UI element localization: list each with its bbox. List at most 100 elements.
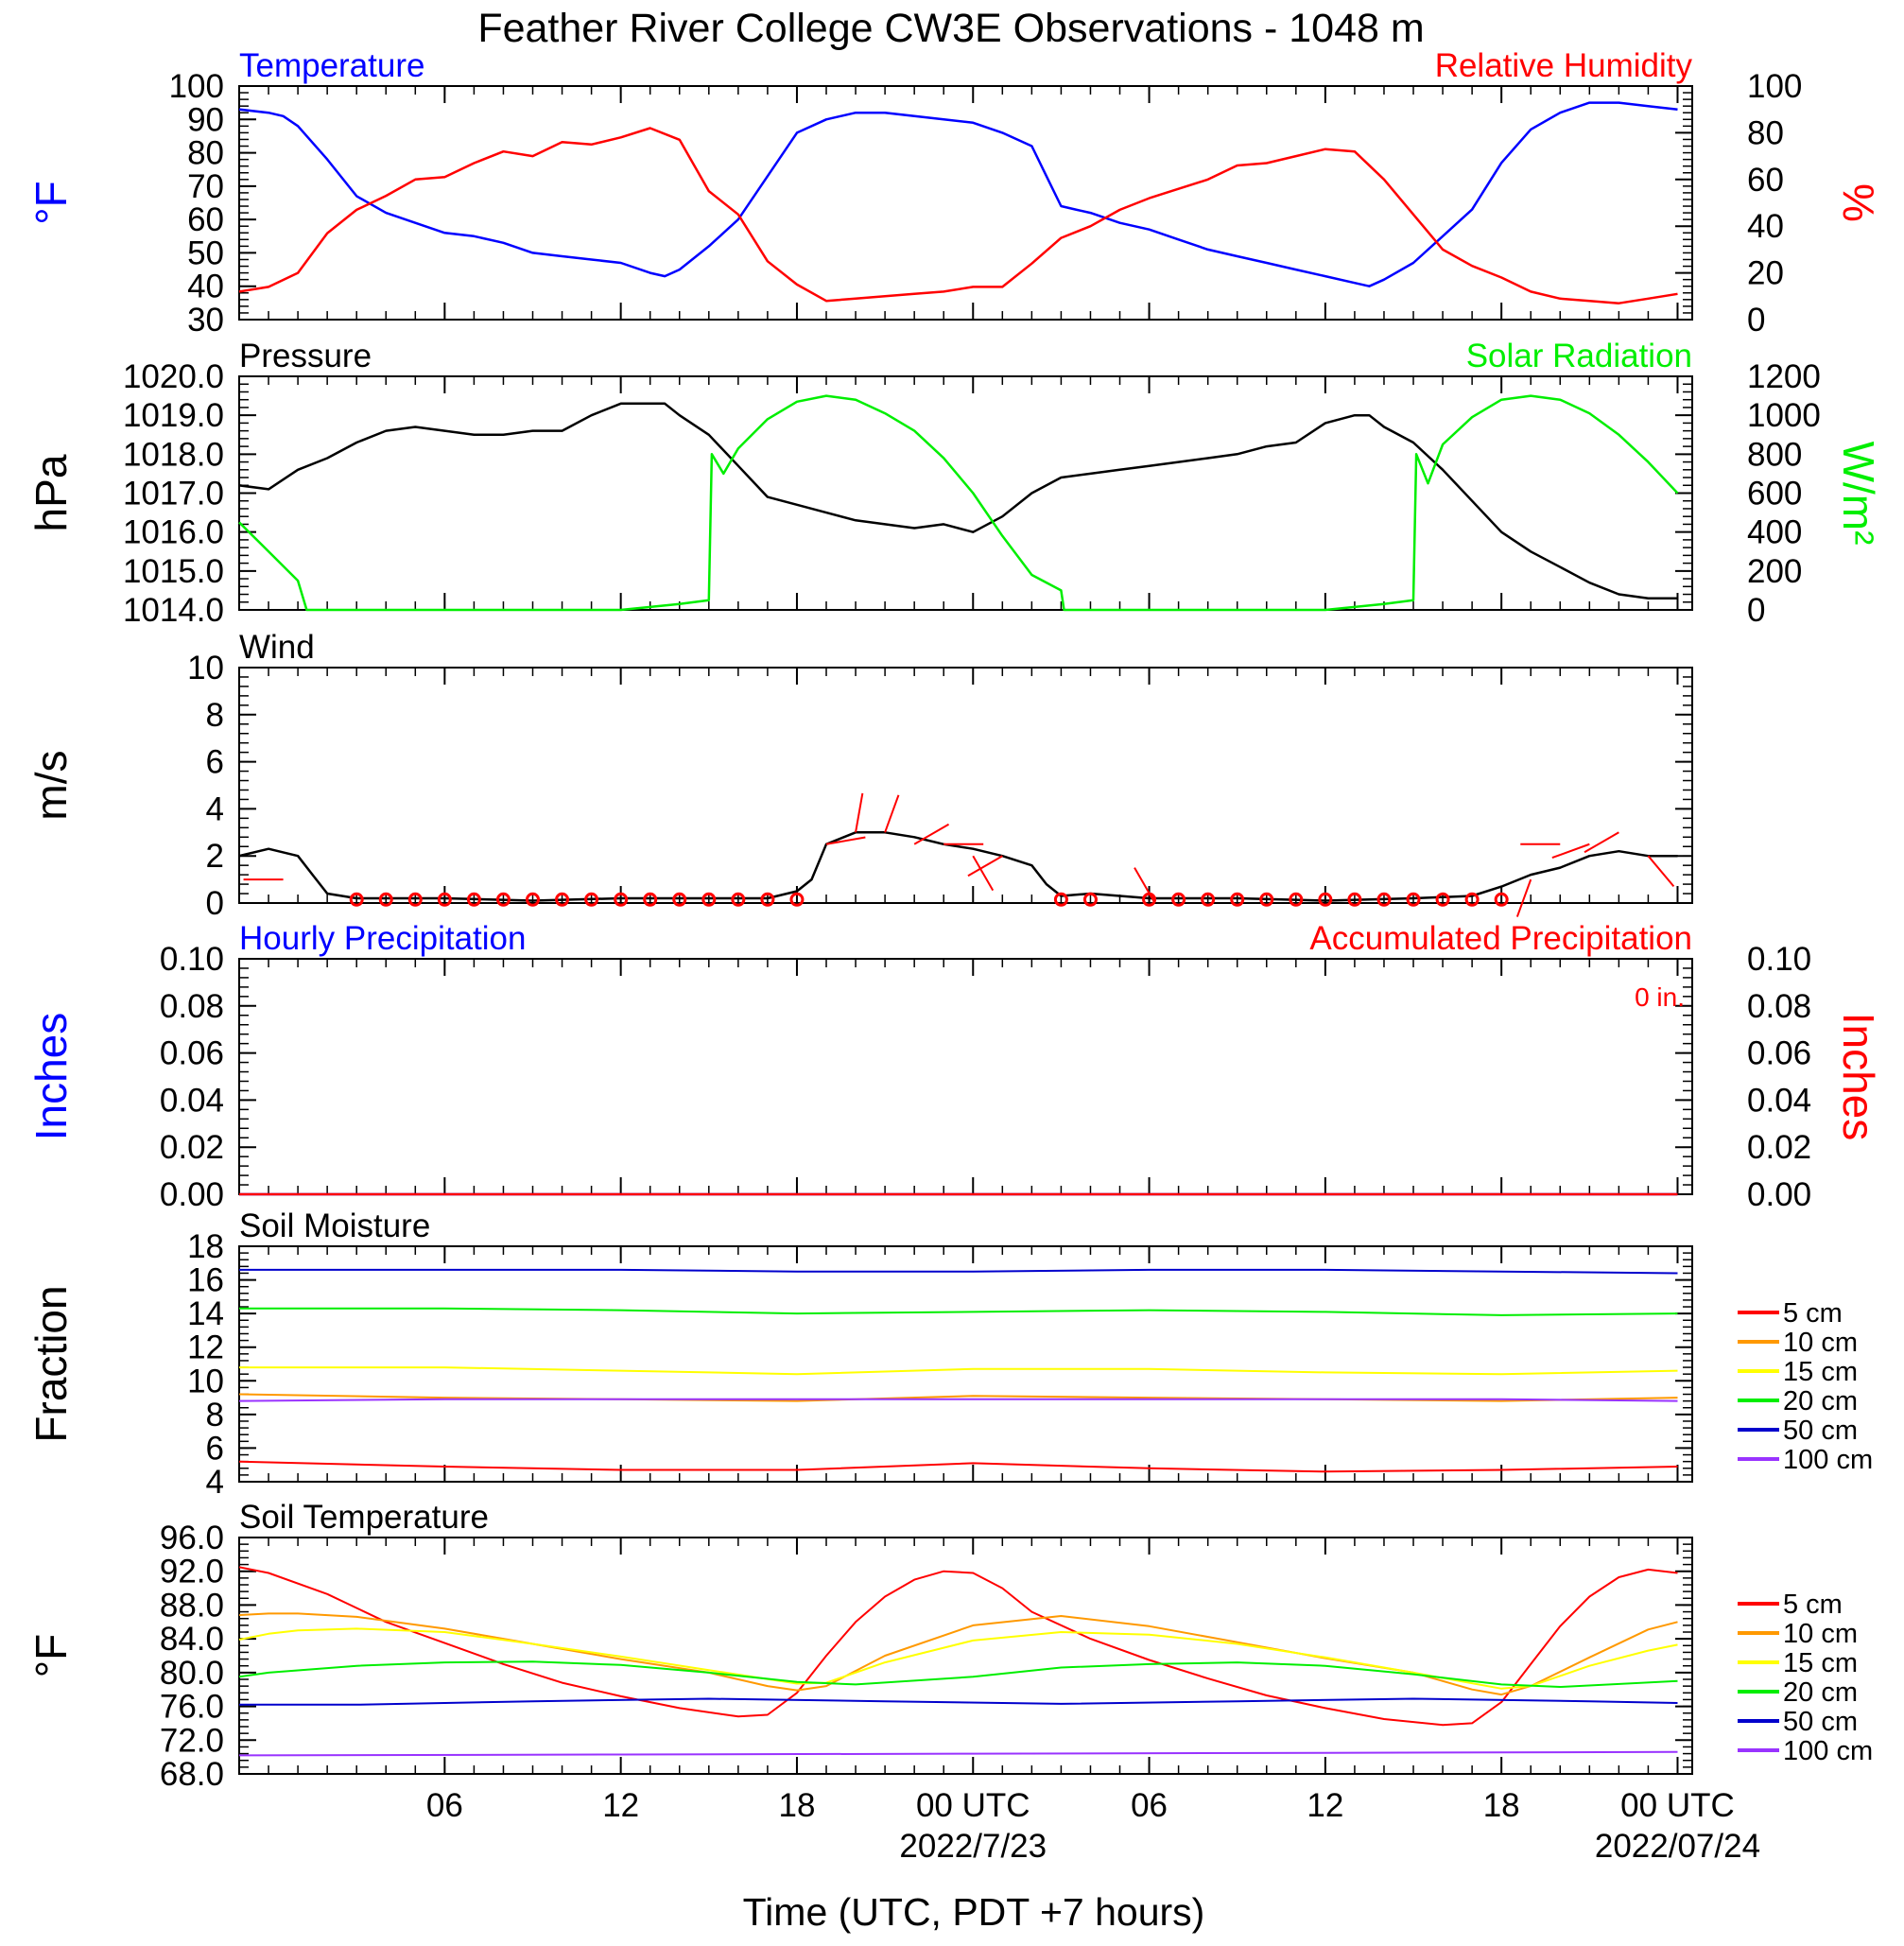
wind-barb (1647, 855, 1675, 888)
x-tick-label: 12 (602, 1787, 639, 1824)
y-tick-label: 92.0 (160, 1554, 224, 1590)
x-tick-label: 00 UTC (916, 1787, 1030, 1824)
wind-calm-marker (1464, 892, 1480, 907)
wind-calm-marker (1289, 892, 1304, 907)
wind-calm-marker (672, 892, 687, 907)
panel-title-left: Pressure (239, 338, 372, 374)
y-tick-label: 0.06 (160, 1035, 224, 1072)
series-line-black (238, 402, 1678, 599)
y-tick-label-right: 0.06 (1747, 1035, 1811, 1072)
series-line-red (238, 127, 1678, 304)
y-axis-label-left: hPa (26, 454, 76, 531)
legend-label: 5 cm (1783, 1590, 1843, 1620)
panel-frame (238, 958, 1693, 1195)
y-tick-label-right: 0.02 (1747, 1129, 1811, 1166)
y-tick-label: 0.10 (160, 941, 224, 978)
legend-label: 100 cm (1783, 1445, 1873, 1475)
x-tick-label: 12 (1307, 1787, 1343, 1824)
y-tick-label: 50 (187, 235, 224, 271)
y-tick-label: 4 (206, 1464, 224, 1501)
y-tick-label: 0.04 (160, 1082, 224, 1119)
y-tick-label-right: 100 (1747, 68, 1802, 105)
series-line-50cm (239, 1268, 1678, 1275)
wind-calm-marker (1435, 892, 1450, 907)
series-line-10cm (238, 1612, 1678, 1696)
y-tick-label-right: 80 (1747, 114, 1784, 151)
y-tick-label: 1019.0 (123, 397, 224, 434)
wind-calm-marker (584, 892, 599, 907)
series-line-black (238, 831, 1678, 902)
y-tick-label-right: 600 (1747, 476, 1802, 513)
y-tick-label: 40 (187, 269, 224, 305)
wind-calm-marker (349, 892, 364, 907)
y-tick-label: 6 (206, 1430, 224, 1467)
wind-calm-marker (701, 892, 717, 907)
y-tick-label: 18 (187, 1228, 224, 1265)
wind-calm-marker (760, 892, 775, 907)
wind-calm-marker (1259, 892, 1274, 907)
y-tick-label: 30 (187, 302, 224, 339)
x-tick-label: 00 UTC (1620, 1787, 1735, 1824)
wind-calm-marker (1171, 892, 1186, 907)
panel-frame (238, 1537, 1693, 1775)
y-tick-label-right: 200 (1747, 553, 1802, 590)
series-line-100cm (238, 1398, 1678, 1402)
x-tick-label: 18 (778, 1787, 815, 1824)
series-line-10cm (238, 1393, 1678, 1402)
y-tick-label-right: 1200 (1747, 358, 1821, 395)
series-line-green (238, 394, 1679, 612)
wind-calm-marker (1318, 892, 1333, 907)
wind-barb (1584, 831, 1619, 854)
wind-calm-marker (614, 892, 629, 907)
wind-barb (884, 794, 900, 833)
panel-frame (238, 375, 1693, 611)
panel-frame (238, 667, 1693, 904)
wind-barb (1551, 843, 1590, 860)
wind-barb (825, 836, 866, 845)
wind-calm-marker (731, 892, 746, 907)
y-axis-label-left: Fraction (26, 1285, 76, 1442)
panel-wind: 0 2 4 6 8 10 Wind m/s (26, 629, 1693, 922)
panel-title-left: Temperature (239, 47, 424, 84)
wind-calm-marker (1201, 892, 1216, 907)
wind-calm-marker (1082, 892, 1098, 907)
wind-calm-marker (789, 892, 805, 907)
y-tick-label: 68.0 (160, 1756, 224, 1793)
panel-frame (238, 85, 1693, 321)
wind-barb (972, 855, 995, 892)
wind-barb (1515, 878, 1532, 917)
legend-label: 50 cm (1783, 1416, 1858, 1446)
x-axis-label: Time (UTC, PDT +7 hours) (743, 1890, 1205, 1934)
y-tick-label-right: 0.08 (1747, 988, 1811, 1025)
wind-calm-marker (1376, 892, 1392, 907)
y-tick-label: 14 (187, 1295, 224, 1332)
y-tick-label: 16 (187, 1262, 224, 1299)
y-tick-label: 8 (206, 1397, 224, 1433)
y-axis-label-left: °F (26, 1634, 76, 1678)
y-tick-label: 10 (187, 650, 224, 686)
y-tick-label-right: 0.04 (1747, 1082, 1811, 1119)
y-tick-label: 80.0 (160, 1655, 224, 1692)
wind-barb (967, 855, 1003, 877)
wind-calm-marker (643, 892, 658, 907)
y-tick-label: 0.00 (160, 1176, 224, 1213)
x-tick-date-label: 2022/7/23 (899, 1828, 1047, 1865)
accum-total-label: 0 in. (1635, 982, 1685, 1012)
y-tick-label-right: 40 (1747, 208, 1784, 245)
x-tick-label: 06 (426, 1787, 463, 1824)
y-tick-label: 1018.0 (123, 436, 224, 473)
y-tick-label: 1014.0 (123, 592, 224, 629)
series-line-15cm (239, 1366, 1678, 1376)
y-tick-label-right: 0 (1747, 302, 1765, 339)
y-tick-label: 96.0 (160, 1520, 224, 1556)
y-tick-label: 1017.0 (123, 476, 224, 513)
y-tick-label: 12 (187, 1329, 224, 1366)
y-tick-label: 80 (187, 135, 224, 172)
y-tick-label-right: 0.00 (1747, 1176, 1811, 1213)
wind-calm-marker (437, 892, 452, 907)
legend-label: 5 cm (1783, 1298, 1843, 1329)
wind-barb (1134, 867, 1155, 903)
series-line-20cm (239, 1307, 1678, 1316)
